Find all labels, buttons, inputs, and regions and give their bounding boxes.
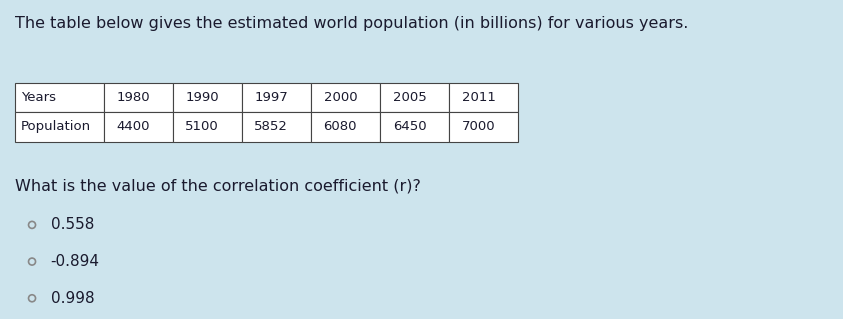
Bar xyxy=(311,83,380,112)
Text: 6080: 6080 xyxy=(324,121,357,133)
Text: 5852: 5852 xyxy=(255,121,288,133)
Text: 7000: 7000 xyxy=(462,121,496,133)
Bar xyxy=(449,83,518,112)
Text: 4400: 4400 xyxy=(116,121,149,133)
Bar xyxy=(15,112,104,142)
Text: 5100: 5100 xyxy=(185,121,219,133)
Bar xyxy=(104,112,173,142)
Bar xyxy=(449,112,518,142)
Bar xyxy=(173,112,242,142)
Text: 0.998: 0.998 xyxy=(51,291,94,306)
Bar xyxy=(104,83,173,112)
Bar xyxy=(242,112,311,142)
Text: 2011: 2011 xyxy=(462,91,496,104)
Bar xyxy=(380,83,449,112)
Bar xyxy=(15,83,104,112)
Text: 2000: 2000 xyxy=(324,91,357,104)
Text: -0.894: -0.894 xyxy=(51,254,99,269)
Bar xyxy=(242,83,311,112)
Text: 6450: 6450 xyxy=(393,121,427,133)
Text: Years: Years xyxy=(21,91,56,104)
Text: Population: Population xyxy=(21,121,91,133)
Text: 1997: 1997 xyxy=(255,91,288,104)
Bar xyxy=(173,83,242,112)
Text: 1980: 1980 xyxy=(116,91,150,104)
Bar xyxy=(311,112,380,142)
Text: 0.558: 0.558 xyxy=(51,217,94,233)
Bar xyxy=(380,112,449,142)
Text: 2005: 2005 xyxy=(393,91,427,104)
Text: The table below gives the estimated world population (in billions) for various y: The table below gives the estimated worl… xyxy=(15,16,689,31)
Text: 1990: 1990 xyxy=(185,91,219,104)
Text: What is the value of the correlation coefficient (r)?: What is the value of the correlation coe… xyxy=(15,179,421,194)
